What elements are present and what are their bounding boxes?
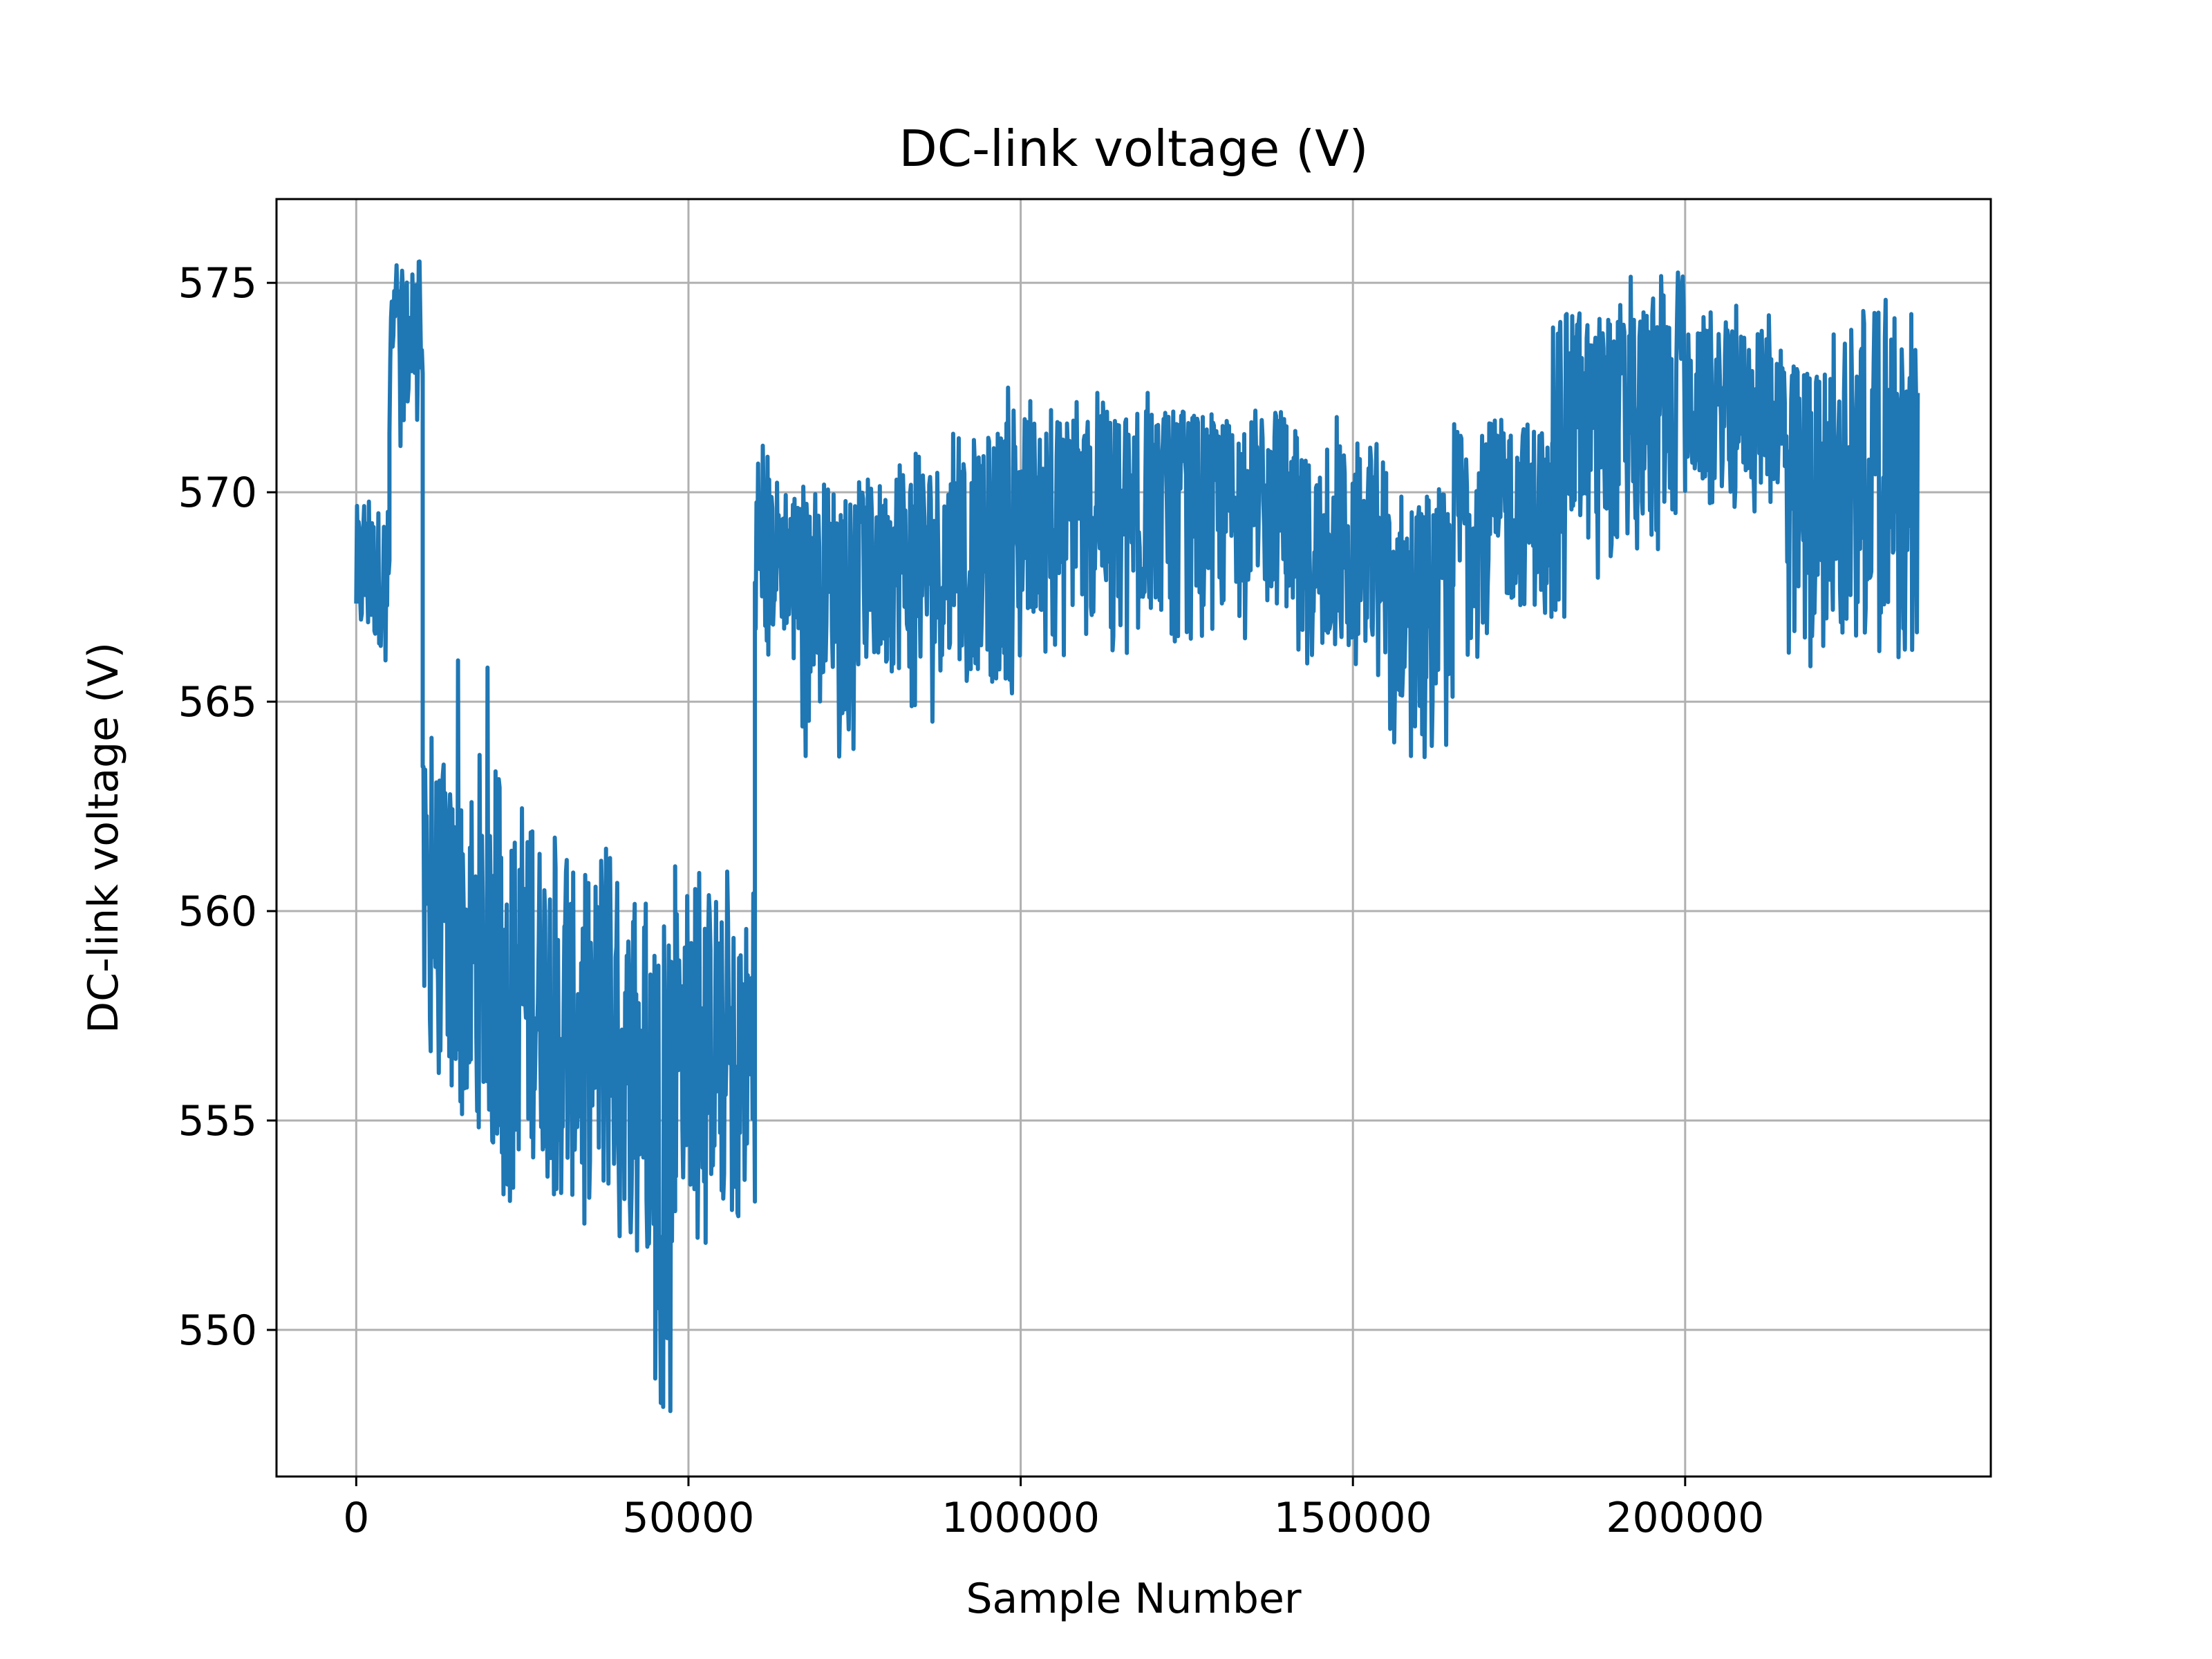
x-axis-label: Sample Number	[966, 1575, 1301, 1623]
voltage-series-line	[354, 259, 1920, 1414]
y-tick-label: 555	[178, 1097, 257, 1145]
x-axis-ticks: 0 50000 100000 150000 200000	[343, 1477, 1764, 1542]
y-tick-label: 560	[178, 888, 257, 936]
y-tick-label: 575	[178, 259, 257, 308]
x-tick-label: 150000	[1274, 1494, 1432, 1542]
x-tick-label: 100000	[941, 1494, 1100, 1542]
x-tick-label: 200000	[1606, 1494, 1764, 1542]
data-series	[354, 259, 1920, 1414]
axes-frame	[275, 198, 1992, 1478]
y-axis-label: DC-link voltage (V)	[79, 642, 128, 1033]
x-tick-label: 50000	[623, 1494, 755, 1542]
y-tick-label: 550	[178, 1306, 257, 1355]
x-tick-label: 0	[343, 1494, 369, 1542]
y-tick-label: 565	[178, 678, 257, 727]
y-tick-label: 570	[178, 469, 257, 517]
y-axis-ticks: 550 555 560 565 570 575	[178, 259, 276, 1355]
chart-title: DC-link voltage (V)	[899, 120, 1368, 178]
